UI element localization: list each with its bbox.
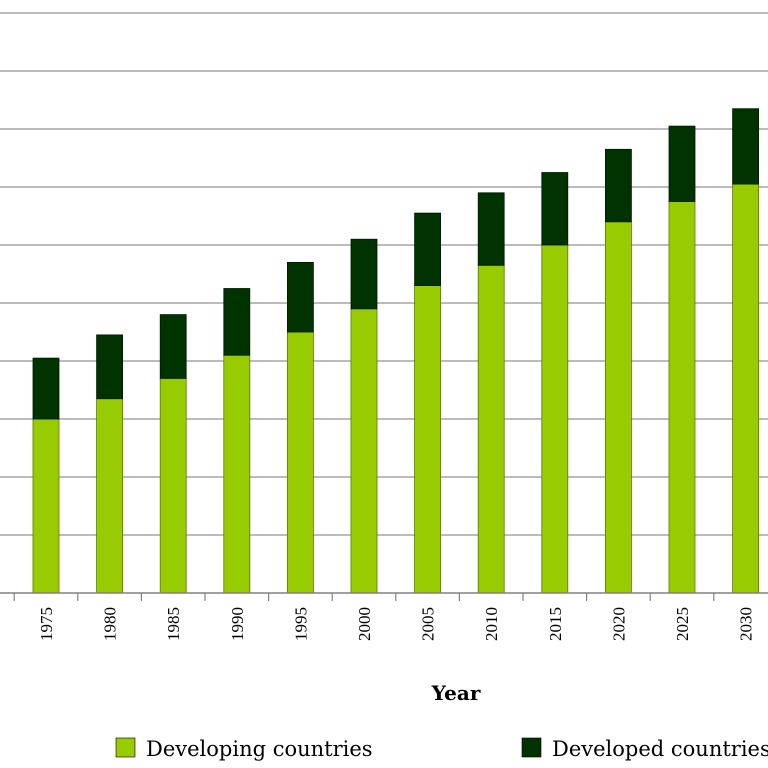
bar-developed-2000 — [350, 238, 378, 310]
bar-developed-1980 — [96, 334, 123, 400]
bar-developing-2010 — [477, 264, 505, 594]
bar-developing-2000 — [350, 308, 378, 594]
bar-developed-2020 — [605, 148, 632, 223]
bar-developed-2030 — [732, 108, 759, 185]
x-axis-title: Year — [431, 681, 481, 705]
bar-developed-1985 — [159, 314, 187, 379]
bar-developing-1990 — [223, 354, 251, 594]
x-tick-label-1975: 1975 — [37, 607, 56, 641]
bar-developed-2010 — [477, 192, 505, 266]
legend-swatch-developed — [521, 737, 542, 758]
bar-developing-1980 — [96, 398, 123, 594]
bar-developing-2005 — [414, 285, 442, 594]
gridlines — [0, 12, 768, 536]
bar-developed-2025 — [668, 125, 696, 202]
bar-developed-2015 — [541, 172, 569, 246]
x-tick-label-2010: 2010 — [482, 607, 501, 641]
legend-swatch-developing — [115, 737, 136, 758]
bar-developing-1985 — [159, 377, 187, 594]
bar-developed-1995 — [286, 261, 314, 333]
x-tick-label-2005: 2005 — [419, 607, 438, 641]
x-tick-label-2000: 2000 — [355, 607, 374, 641]
bar-developed-1990 — [223, 288, 251, 356]
x-tick-label-1990: 1990 — [228, 607, 247, 641]
x-tick-label-1985: 1985 — [164, 607, 183, 641]
legend: Developing countries Developed countries — [115, 737, 768, 761]
bar-developing-2020 — [605, 221, 632, 594]
bar-developing-2015 — [541, 244, 569, 594]
x-tick-label-2015: 2015 — [546, 607, 565, 641]
legend-label-developing: Developing countries — [146, 737, 373, 761]
bars — [32, 108, 759, 594]
x-tick-label-2025: 2025 — [673, 607, 692, 641]
x-tick-label-2020: 2020 — [609, 607, 628, 641]
bar-developed-1975 — [32, 357, 60, 420]
x-tick-label-2030: 2030 — [737, 607, 756, 641]
bar-developing-1995 — [286, 331, 314, 594]
bar-developing-1975 — [32, 418, 60, 594]
x-tick-label-1980: 1980 — [101, 607, 120, 641]
bar-developing-2025 — [668, 201, 696, 594]
bar-developed-2005 — [414, 212, 442, 287]
x-ticks: 1975 1980 1985 1990 1995 2000 2005 2010 2015 2020… — [13, 593, 756, 641]
legend-label-developed: Developed countries — [552, 737, 768, 761]
bar-developing-2030 — [732, 183, 759, 594]
x-tick-label-1995: 1995 — [291, 607, 310, 641]
